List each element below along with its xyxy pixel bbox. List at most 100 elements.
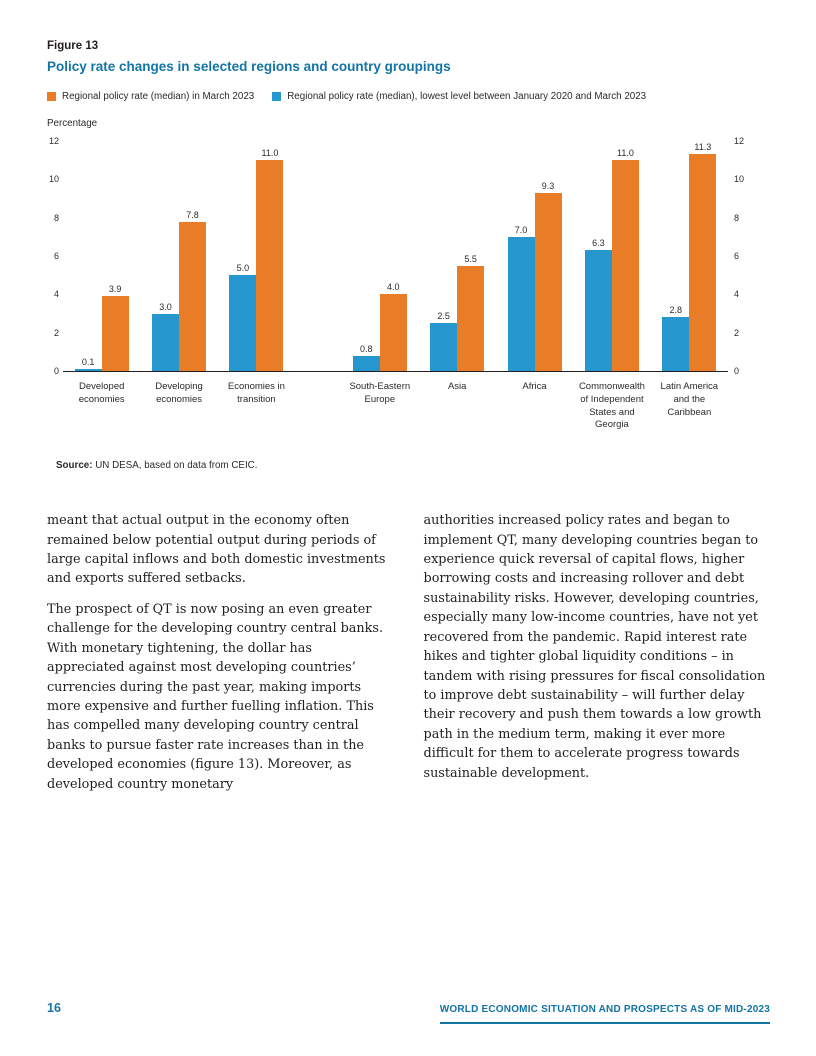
bar-with-label: 9.3 — [534, 180, 562, 371]
paragraph: authorities increased policy rates and b… — [423, 513, 766, 781]
bar-group: 0.8 4.0 — [341, 282, 418, 371]
bar-with-label: 2.8 — [662, 305, 690, 371]
category-label: Africa — [522, 381, 547, 392]
bar-value-label: 9.3 — [541, 180, 555, 191]
bar-value-label: 5.0 — [236, 263, 250, 274]
bar-value-label: 7.0 — [514, 224, 528, 235]
bar-value-label: 4.0 — [387, 282, 400, 293]
lowest-level-bar — [584, 250, 612, 371]
bar-value-label: 0.8 — [360, 343, 373, 354]
y-axis-tick-label: 12 — [734, 136, 745, 146]
bar-with-label: 0.1 — [74, 357, 102, 371]
y-axis-tick-label: 8 — [734, 212, 740, 223]
source-prefix: Source: — [56, 460, 93, 472]
march-2023-bar — [179, 221, 207, 371]
lowest-level-bar — [507, 236, 535, 371]
bar-group: 2.5 5.5 — [419, 254, 496, 371]
category-label: Latin America and the Caribbean — [660, 381, 719, 418]
march-2023-bar — [256, 160, 284, 371]
bar-with-label: 7.0 — [507, 224, 535, 371]
bar-with-label: 11.0 — [611, 148, 639, 371]
page-number: 16 — [47, 1001, 61, 1015]
bar-with-label: 3.0 — [152, 301, 180, 371]
bar-value-label: 11.0 — [261, 148, 279, 159]
legend-label: Regional policy rate (median), lowest le… — [287, 91, 647, 102]
source-text: UN DESA, based on data from CEIC. — [92, 460, 258, 472]
y-axis-tick-label: 12 — [48, 136, 59, 146]
lowest-level-bar — [662, 317, 690, 371]
legend-item-lowest-level: Regional policy rate (median), lowest le… — [272, 91, 646, 102]
march-2023-bar — [534, 192, 562, 371]
legend-label: Regional policy rate (median) in March 2… — [62, 91, 255, 102]
bar-with-label: 11.3 — [689, 142, 717, 371]
right-column: authorities increased policy rates and b… — [424, 511, 771, 805]
bar-value-label: 3.0 — [159, 301, 172, 312]
lowest-level-bar — [229, 275, 257, 371]
orange-swatch-icon — [47, 92, 56, 101]
y-axis-tick-label: 2 — [53, 327, 59, 338]
bar-group: 5.0 11.0 — [218, 148, 295, 371]
bar-value-label: 6.3 — [592, 238, 605, 249]
category-label: Asia — [447, 381, 467, 392]
body-text: meant that actual output in the economy … — [47, 511, 770, 805]
y-axis-unit-label: Percentage — [47, 118, 98, 129]
march-2023-bar — [379, 294, 407, 371]
y-axis-tick-label: 6 — [734, 251, 740, 261]
legend-item-march-2023: Regional policy rate (median) in March 2… — [47, 91, 254, 102]
figure-label: Figure 13 — [47, 40, 99, 52]
bar-value-label: 0.1 — [81, 357, 95, 368]
category-label: Economies in transition — [227, 381, 285, 405]
bar-with-label: 7.8 — [179, 209, 207, 371]
bar-group: 2.8 11.3 — [651, 142, 728, 371]
y-axis-tick-label: 10 — [48, 174, 59, 185]
category-label: South-Eastern Europe — [349, 381, 411, 405]
lowest-level-bar — [352, 355, 380, 371]
march-2023-bar — [611, 160, 639, 371]
march-2023-bar — [101, 296, 129, 371]
figure-title: Policy rate changes in selected regions … — [47, 59, 451, 74]
bar-value-label: 2.8 — [669, 305, 683, 316]
blue-swatch-icon — [272, 92, 282, 101]
running-footer-title: WORLD ECONOMIC SITUATION AND PROSPECTS A… — [439, 1004, 770, 1024]
source-note: Source: UN DESA, based on data from CEIC… — [47, 460, 770, 471]
y-axis-tick-label: 0 — [53, 366, 59, 376]
category-label: Developing economies — [155, 381, 203, 405]
lowest-level-bar — [430, 323, 458, 371]
bar-value-label: 3.9 — [108, 284, 122, 295]
bar-value-label: 2.5 — [437, 311, 450, 322]
bar-with-label: 3.9 — [101, 284, 129, 371]
y-axis-tick-label: 4 — [734, 289, 740, 300]
bar-group: 3.0 7.8 — [140, 209, 217, 371]
category-label: Commonwealth of Independent States and G… — [578, 381, 645, 431]
y-axis-tick-label: 10 — [734, 174, 745, 185]
paragraph: meant that actual output in the economy … — [47, 513, 386, 587]
left-column: meant that actual output in the economy … — [47, 511, 394, 805]
bar-with-label: 2.5 — [430, 311, 458, 371]
bar-value-label: 5.5 — [464, 253, 477, 264]
plot-area: 0 0 2 2 4 4 6 6 8 8 10 10 12 12 0.1 3.9 3.0 7.8 5.0 11.0 0.8… — [49, 136, 744, 376]
page-content: Figure 13 Policy rate changes in selecte… — [47, 40, 770, 805]
march-2023-bar — [689, 154, 717, 371]
bar-value-label: 11.0 — [617, 148, 634, 159]
bar-group: 7.0 9.3 — [496, 181, 573, 371]
y-axis-tick-label: 4 — [53, 289, 59, 300]
y-axis-tick-label: 0 — [734, 366, 740, 376]
bar-value-label: 11.3 — [694, 142, 712, 153]
bar-chart: 0 0 2 2 4 4 6 6 8 8 10 10 12 12 0.1 3.9 3.0 7.8 5.0 11.0 0.8… — [49, 136, 744, 432]
march-2023-bar — [457, 265, 485, 371]
chart-legend: Regional policy rate (median) in March 2… — [47, 91, 770, 102]
bar-group: 6.3 11.0 — [573, 148, 650, 371]
bar-with-label: 4.0 — [379, 282, 407, 371]
y-axis-tick-label: 2 — [734, 327, 740, 338]
paragraph: The prospect of QT is now posing an even… — [47, 601, 384, 792]
bar-with-label: 6.3 — [584, 238, 612, 371]
y-axis-tick-label: 6 — [53, 251, 59, 261]
category-labels: Developed economies Developing economies E… — [63, 381, 728, 432]
bar-with-label: 0.8 — [352, 343, 380, 371]
bar-with-label: 11.0 — [256, 148, 284, 371]
bar-value-label: 7.8 — [186, 209, 199, 220]
lowest-level-bar — [74, 369, 102, 371]
lowest-level-bar — [152, 313, 180, 371]
cluster-gap — [295, 381, 341, 432]
